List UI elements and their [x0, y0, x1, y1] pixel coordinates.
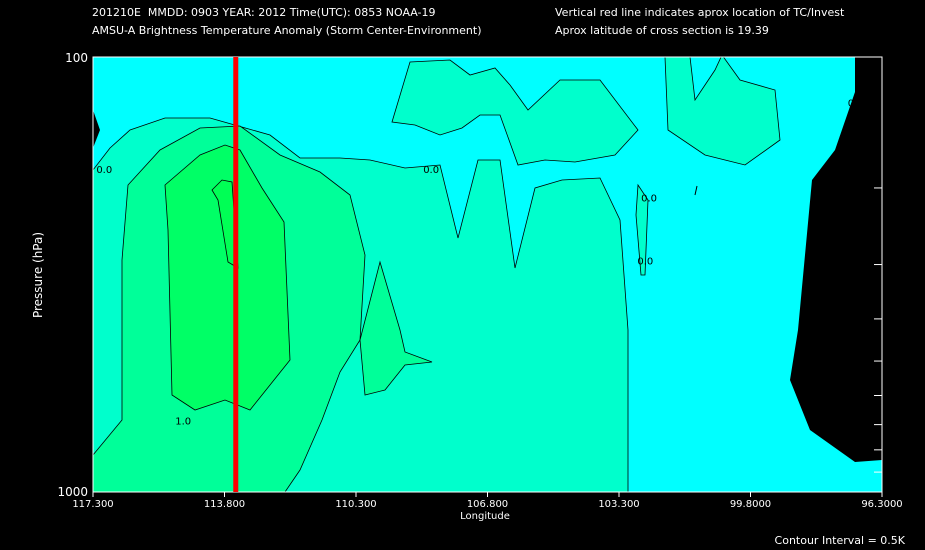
plot-area	[93, 57, 882, 492]
y-axis-label: Pressure (hPa)	[31, 232, 45, 318]
header-title-left: 201210E MMDD: 0903 YEAR: 2012 Time(UTC):…	[92, 6, 436, 19]
x-axis-label: Longitude	[460, 511, 510, 522]
x-tick-label: 117.300	[72, 499, 113, 510]
x-tick-label: 96.3000	[861, 499, 902, 510]
band-one	[164, 144, 291, 411]
region-missing-left	[93, 110, 100, 148]
tongue-half	[359, 260, 433, 396]
contour-label: 1.0	[175, 417, 191, 428]
region-negative	[93, 57, 882, 492]
island-zero-b	[664, 57, 781, 166]
header-subtitle-left: AMSU-A Brightness Temperature Anomaly (S…	[92, 24, 482, 37]
y-tick-label-bottom: 1000	[57, 485, 88, 499]
x-tick-label: 106.800	[467, 499, 508, 510]
header-latitude-right: Aprox latitude of cross section is 19.39	[555, 24, 769, 37]
contour-label: 0.0	[848, 99, 864, 110]
x-tick-label: 110.300	[335, 499, 376, 510]
y-axis-ticks	[874, 187, 882, 473]
x-tick-label: 99.8000	[730, 499, 771, 510]
island-zero-a	[391, 59, 639, 166]
region-missing	[790, 57, 882, 462]
contour-label: 0.0	[641, 194, 657, 205]
contour-label: 0.0	[96, 165, 112, 176]
x-tick-label: 103.300	[598, 499, 639, 510]
contour-label: 0.0	[423, 165, 439, 176]
small-contour	[694, 185, 698, 196]
island-zero-c	[635, 183, 649, 276]
contour-label: 0.0	[637, 257, 653, 268]
contour-labels: 0.0 0.0 0.0 0.0 0.0 1.0	[96, 99, 863, 428]
x-axis: 117.300 113.800 110.300 106.800 103.300 99.80…	[72, 492, 903, 510]
y-tick-label-top: 100	[65, 51, 88, 65]
x-tick-label: 113.800	[204, 499, 245, 510]
contour-interval: Contour Interval = 0.5K	[775, 534, 906, 547]
header-note-right: Vertical red line indicates aprox locati…	[555, 6, 845, 19]
